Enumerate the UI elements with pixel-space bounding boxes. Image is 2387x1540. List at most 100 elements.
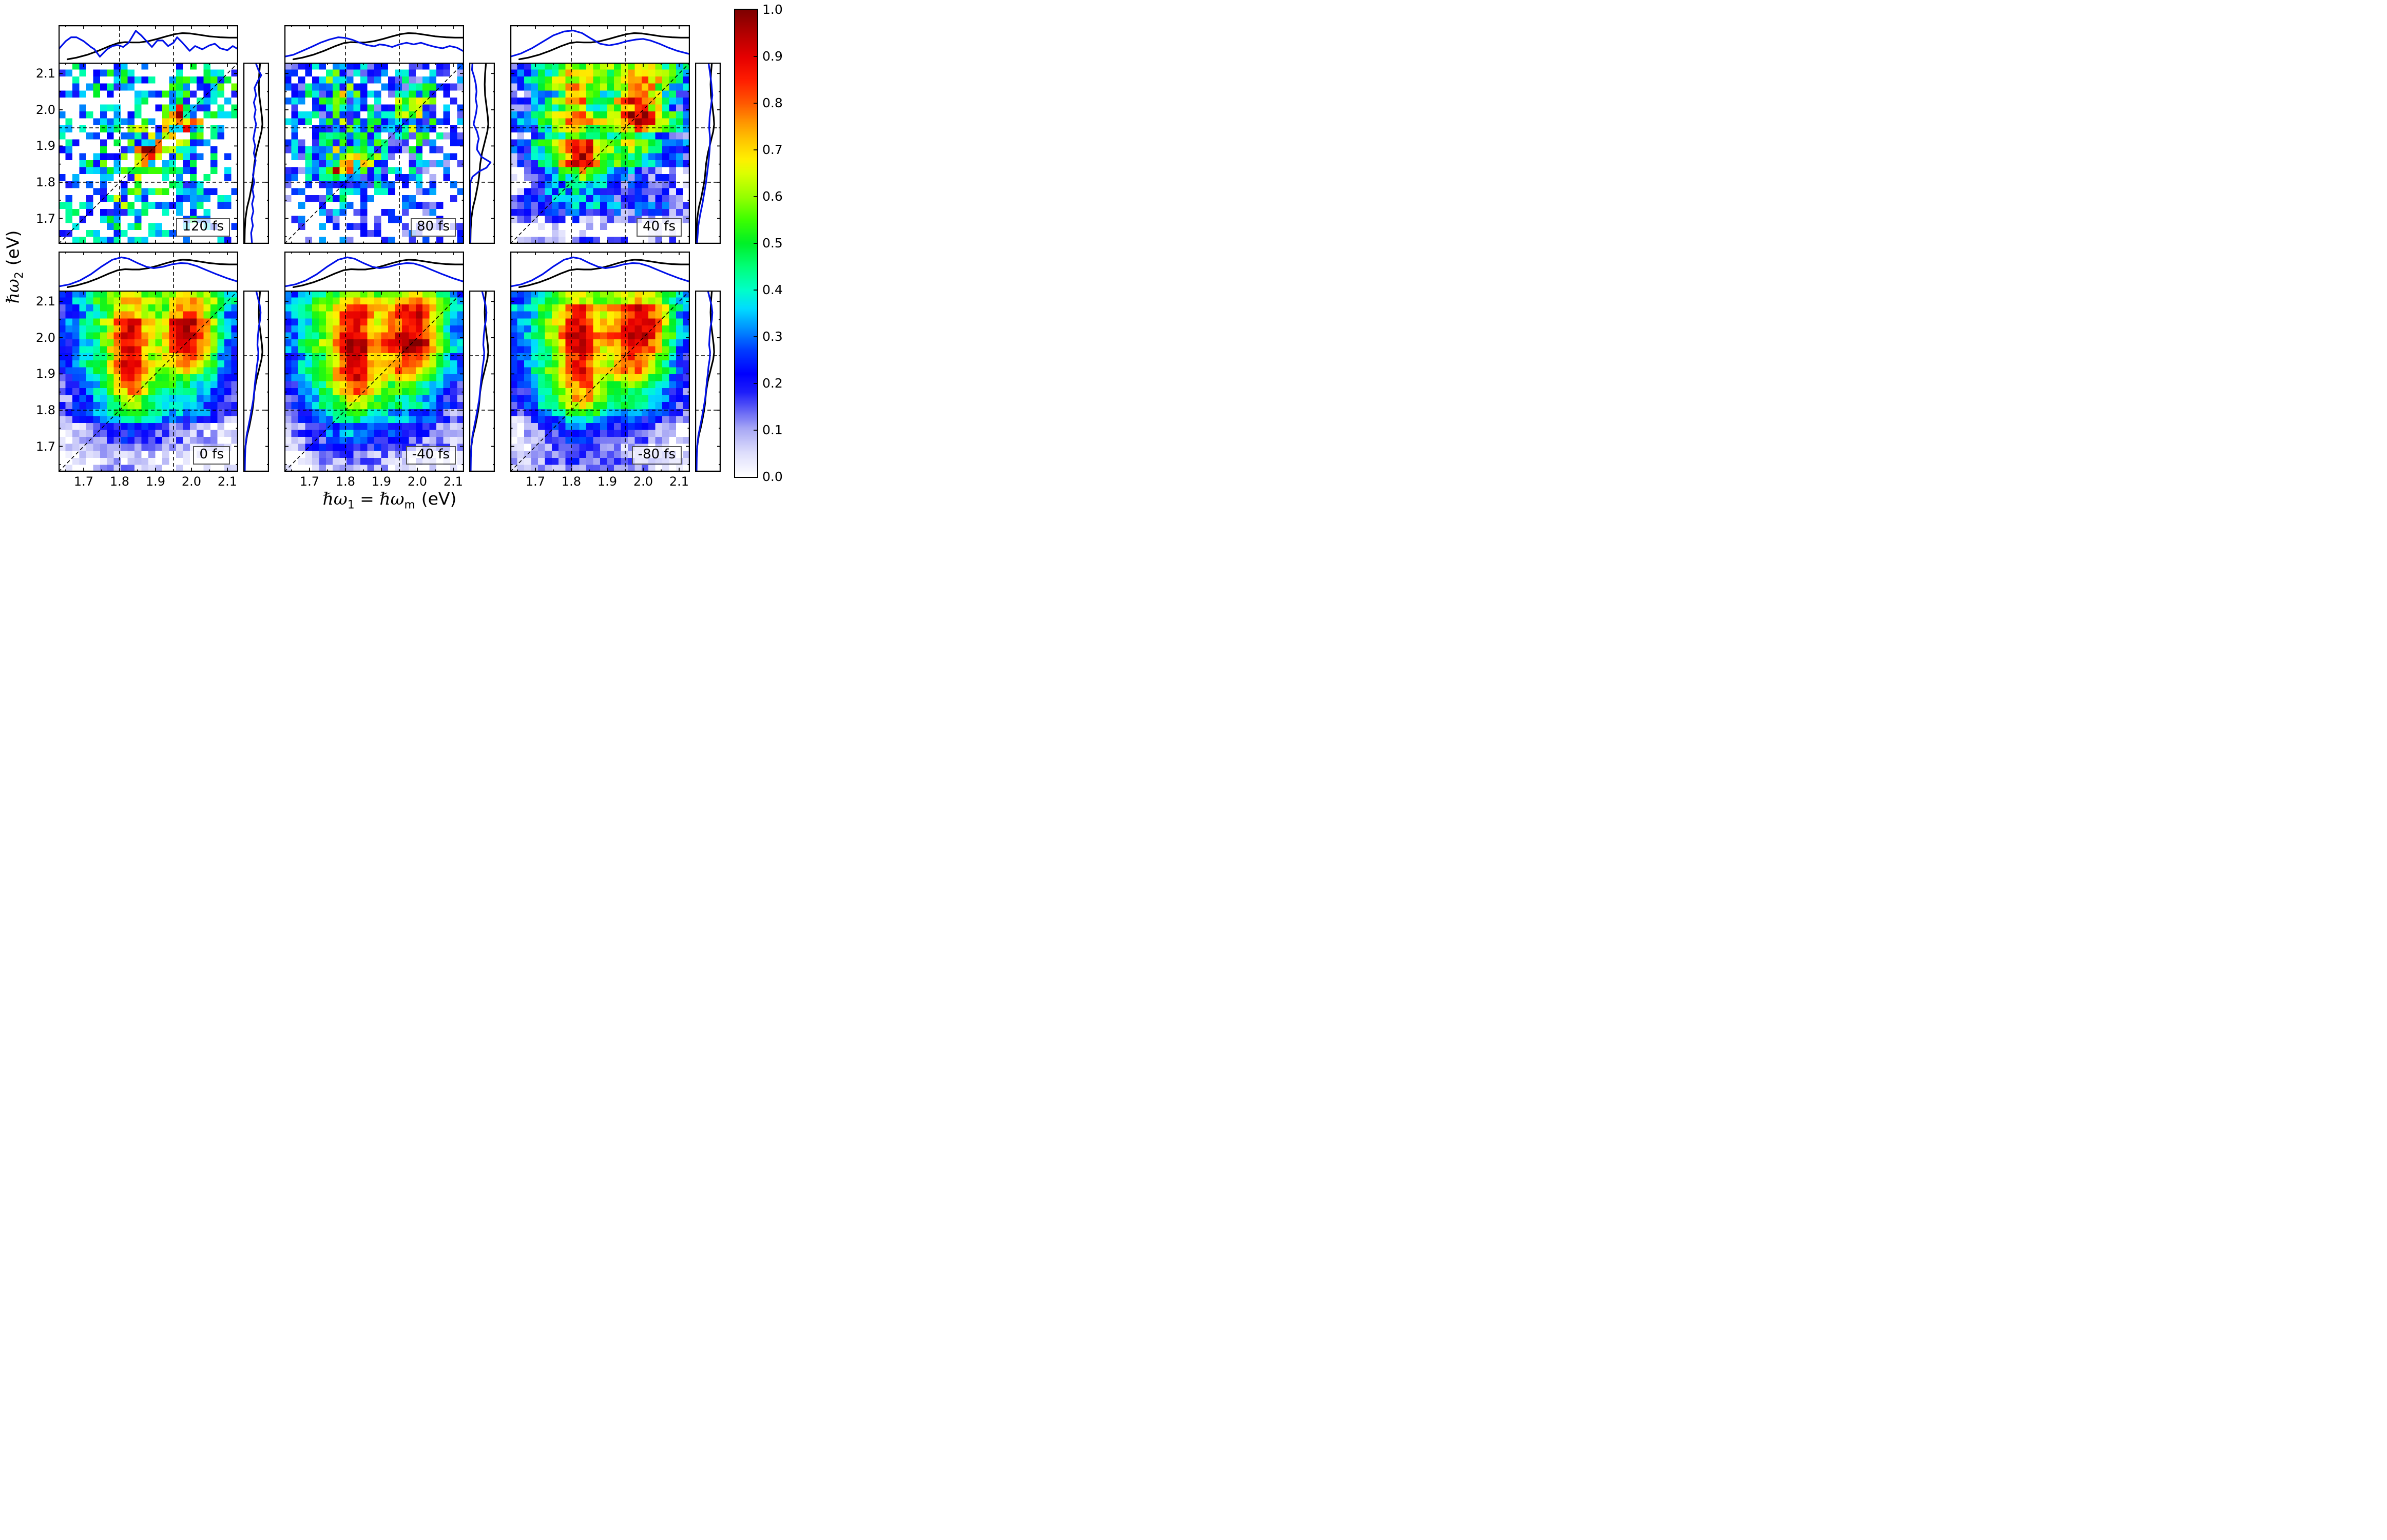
heatmap-border <box>284 291 464 472</box>
marginal-spectrum-curve <box>284 36 464 58</box>
colorbar-tick-label: 0.6 <box>762 189 783 204</box>
panel-label-box: 80 fs <box>410 218 456 237</box>
x-tick-label: 2.0 <box>633 474 653 489</box>
x-tick-label: 1.7 <box>525 474 546 489</box>
top-marginal-border <box>59 252 238 291</box>
panel-time-label: 120 fs <box>182 219 224 235</box>
x-tick-label: 1.7 <box>299 474 320 489</box>
colorbar-gradient <box>735 10 757 477</box>
x-tick-label: 1.8 <box>561 474 582 489</box>
top-marginal-border <box>510 25 690 63</box>
marginal-spectrum-curve <box>696 63 714 244</box>
right-marginal-plot <box>469 291 495 472</box>
heatmap-overlay <box>59 63 238 244</box>
heatmap-border <box>510 291 690 472</box>
x-tick-label: 1.7 <box>73 474 94 489</box>
panel-time-label: 80 fs <box>416 219 450 235</box>
colorbar-tick-label: 0.0 <box>762 469 783 484</box>
guide-dashed-line <box>284 291 464 472</box>
marginal-spectrum-curve <box>696 291 714 472</box>
panel-label-box: 40 fs <box>636 218 682 237</box>
right-marginal-plot <box>469 63 495 244</box>
marginal-spectrum-curve <box>469 63 492 244</box>
y-axis-symbol: ℏω <box>3 279 23 304</box>
absorption-spectrum-curve <box>518 259 690 288</box>
x-tick-label: 2.0 <box>181 474 202 489</box>
y-tick-label: 1.7 <box>35 211 55 226</box>
top-marginal-plot <box>510 25 690 63</box>
x-tick-label: 2.0 <box>407 474 428 489</box>
panel-time-label: 0 fs <box>199 447 224 463</box>
marginal-spectrum-curve <box>510 29 690 58</box>
x-axis-unit: (eV) <box>421 489 457 509</box>
y-tick-label: 1.9 <box>35 367 55 381</box>
colorbar-tick-label: 0.7 <box>762 142 783 157</box>
absorption-spectrum-curve <box>518 32 690 61</box>
absorption-spectrum-curve <box>469 63 489 244</box>
colorbar <box>734 9 758 478</box>
y-tick-label: 2.1 <box>35 294 55 309</box>
absorption-spectrum-curve <box>243 63 263 244</box>
y-tick-label: 1.7 <box>35 439 55 454</box>
y-tick-label: 2.0 <box>35 330 55 345</box>
marginal-spectrum-curve <box>59 256 238 287</box>
right-marginal-border <box>243 291 269 472</box>
x-axis-subscript-1: 1 <box>347 498 355 512</box>
absorption-spectrum-curve <box>66 259 238 288</box>
y-axis-subscript: 2 <box>13 272 26 279</box>
x-axis-symbol-2: ℏω <box>379 489 405 509</box>
panel-time-label: -40 fs <box>412 447 450 463</box>
panel-label-box: -40 fs <box>406 446 456 465</box>
top-marginal-border <box>284 25 464 63</box>
heatmap-border <box>510 63 690 244</box>
heatmap-overlay <box>284 291 464 472</box>
colorbar-tick-label: 0.4 <box>762 282 783 297</box>
x-tick-label: 1.9 <box>145 474 166 489</box>
panel-label-box: -80 fs <box>631 446 682 465</box>
panel--40-fs: -40 fs <box>284 291 464 472</box>
guide-dashed-line <box>59 63 238 244</box>
marginal-spectrum-curve <box>244 291 262 472</box>
colorbar-ticks <box>754 56 757 431</box>
panel--80-fs: -80 fs <box>510 291 690 472</box>
panel-40-fs: 40 fs <box>510 63 690 244</box>
heatmap-border <box>59 63 238 244</box>
top-marginal-border <box>510 252 690 291</box>
colorbar-tick-label: 0.9 <box>762 49 783 64</box>
right-marginal-border <box>469 291 495 472</box>
top-marginal-plot <box>284 25 464 63</box>
y-tick-label: 2.1 <box>35 66 55 81</box>
x-axis-label: ℏω1 = ℏωm (eV) <box>323 489 457 512</box>
spectroscopy-figure: 120 fs 80 fs 40 fs 0 fs -40 fs -80 fs 2.1 2.0 1.… <box>0 0 796 513</box>
absorption-spectrum-curve <box>292 32 464 61</box>
marginal-spectrum-curve <box>510 256 690 287</box>
right-marginal-plot <box>243 291 269 472</box>
top-marginal-border <box>284 252 464 291</box>
x-tick-label: 2.1 <box>443 474 464 489</box>
top-marginal-plot <box>510 252 690 291</box>
panel-time-label: -80 fs <box>638 447 676 463</box>
top-marginal-border <box>59 25 238 63</box>
y-tick-label: 1.8 <box>35 175 55 189</box>
y-tick-label: 2.0 <box>35 102 55 117</box>
heatmap-overlay <box>510 291 690 472</box>
right-marginal-plot <box>695 291 721 472</box>
right-marginal-border <box>243 63 269 244</box>
x-axis-symbol-1: ℏω <box>322 489 348 509</box>
x-axis-equals: = <box>354 489 380 509</box>
x-tick-label: 1.9 <box>371 474 392 489</box>
guide-dashed-line <box>510 63 690 244</box>
heatmap-border <box>59 291 238 472</box>
colorbar-tick-label: 0.8 <box>762 95 783 110</box>
x-tick-label: 1.9 <box>597 474 618 489</box>
x-tick-label: 1.8 <box>335 474 356 489</box>
y-tick-label: 1.9 <box>35 139 55 153</box>
guide-dashed-line <box>510 291 690 472</box>
marginal-spectrum-curve <box>470 291 488 472</box>
heatmap-border <box>284 63 464 244</box>
guide-dashed-line <box>59 291 238 472</box>
colorbar-tick-label: 0.1 <box>762 422 783 437</box>
right-marginal-border <box>695 291 721 472</box>
panel-time-label: 40 fs <box>642 219 676 235</box>
colorbar-tick-label: 0.3 <box>762 329 783 344</box>
